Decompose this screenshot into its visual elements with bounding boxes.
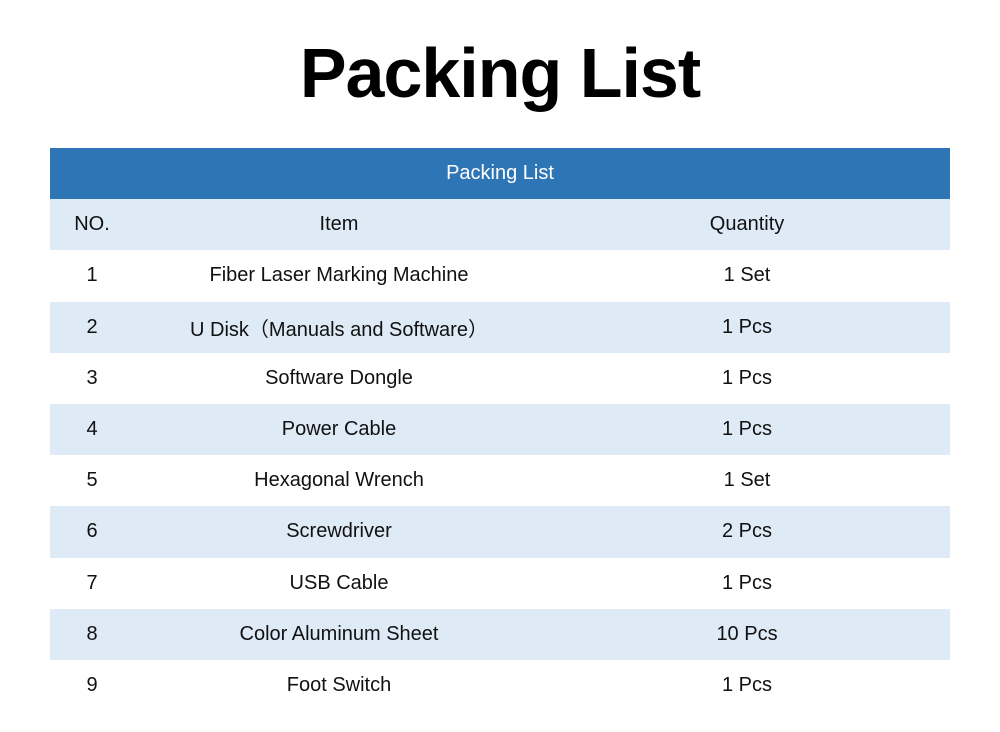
item-cell: Color Aluminum Sheet (134, 608, 544, 660)
table-banner: Packing List (50, 148, 951, 200)
table-row: 6 Screwdriver 2 Pcs (50, 506, 951, 558)
row-number-cell: 1 (50, 250, 134, 302)
table-row: 1 Fiber Laser Marking Machine 1 Set (50, 250, 951, 302)
item-cell: USB Cable (134, 557, 544, 609)
table-header-row: NO. Item Quantity (50, 199, 951, 251)
table-row: 5 Hexagonal Wrench 1 Set (50, 455, 951, 507)
quantity-cell: 1 Set (544, 455, 951, 507)
quantity-cell: 2 Pcs (544, 506, 951, 558)
page-title: Packing List (299, 34, 701, 112)
row-number-cell: 5 (50, 455, 134, 507)
table-row: 2 U Disk（Manuals and Software） 1 Pcs (50, 301, 951, 353)
table-row: 9 Foot Switch 1 Pcs (50, 659, 951, 712)
table-row: 3 Software Dongle 1 Pcs (50, 352, 951, 404)
row-number-cell: 7 (50, 557, 134, 609)
row-number-cell: 2 (50, 301, 134, 353)
row-number-cell: 3 (50, 352, 134, 404)
quantity-cell: 1 Set (544, 250, 951, 302)
quantity-cell: 10 Pcs (544, 608, 951, 660)
table-row: 7 USB Cable 1 Pcs (50, 557, 951, 609)
quantity-cell: 1 Pcs (544, 301, 951, 353)
quantity-cell: 1 Pcs (544, 659, 951, 712)
quantity-cell: 1 Pcs (544, 557, 951, 609)
item-cell: Foot Switch (134, 659, 544, 712)
item-cell: Fiber Laser Marking Machine (134, 250, 544, 302)
packing-list-table: Packing List NO. Item Quantity 1 Fiber L… (50, 148, 951, 712)
row-number-cell: 6 (50, 506, 134, 558)
table-banner-row: Packing List (50, 148, 951, 200)
table-row: 4 Power Cable 1 Pcs (50, 403, 951, 456)
column-header-no: NO. (50, 199, 134, 251)
row-number-cell: 8 (50, 608, 134, 660)
item-cell: U Disk（Manuals and Software） (134, 301, 544, 353)
row-number-cell: 9 (50, 659, 134, 712)
column-header-quantity: Quantity (544, 199, 951, 251)
column-header-item: Item (134, 199, 544, 251)
item-cell: Power Cable (134, 403, 544, 456)
table-row: 8 Color Aluminum Sheet 10 Pcs (50, 608, 951, 660)
quantity-cell: 1 Pcs (544, 403, 951, 456)
row-number-cell: 4 (50, 403, 134, 456)
item-cell: Hexagonal Wrench (134, 455, 544, 507)
item-cell: Screwdriver (134, 506, 544, 558)
quantity-cell: 1 Pcs (544, 352, 951, 404)
item-cell: Software Dongle (134, 352, 544, 404)
